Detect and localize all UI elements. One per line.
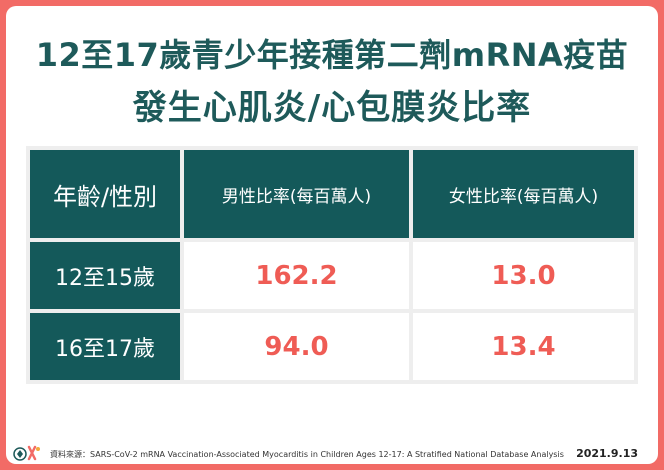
row-age-label: 16至17歲 <box>30 313 180 380</box>
info-card: 12至17歲青少年接種第二劑mRNA疫苗 發生心肌炎/心包膜炎比率 年齡/性別 … <box>6 6 658 464</box>
female-rate-value: 13.0 <box>413 242 634 309</box>
rate-table: 年齡/性別 男性比率(每百萬人) 女性比率(每百萬人) 12至15歲 162.2… <box>26 146 638 384</box>
male-rate-value: 94.0 <box>184 313 409 380</box>
row-age-label: 12至15歲 <box>30 242 180 309</box>
female-rate-value: 13.4 <box>413 313 634 380</box>
footer: 資料來源：SARS-CoV-2 mRNA Vaccination-Associa… <box>6 444 658 464</box>
publish-date: 2021.9.13 <box>576 447 638 460</box>
header-male-rate: 男性比率(每百萬人) <box>184 150 409 238</box>
page-subtitle: 發生心肌炎/心包膜炎比率 <box>132 88 532 128</box>
page-title: 12至17歲青少年接種第二劑mRNA疫苗 <box>35 36 629 74</box>
cdc-logo-icon <box>13 445 40 461</box>
male-rate-value: 162.2 <box>184 242 409 309</box>
header-female-rate: 女性比率(每百萬人) <box>413 150 634 238</box>
header-age-sex: 年齡/性別 <box>30 150 180 238</box>
source-citation: 資料來源：SARS-CoV-2 mRNA Vaccination-Associa… <box>50 450 564 459</box>
